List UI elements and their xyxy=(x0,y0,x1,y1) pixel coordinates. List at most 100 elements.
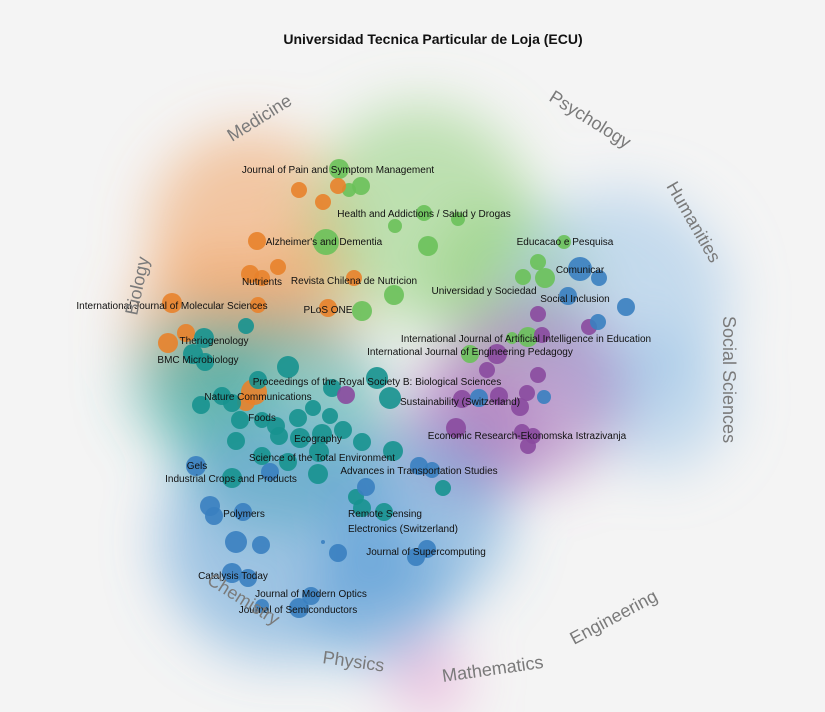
data-point-social[interactable] xyxy=(534,327,550,343)
data-point-social[interactable] xyxy=(530,306,546,322)
data-point-social[interactable] xyxy=(530,367,546,383)
data-point-social[interactable] xyxy=(446,418,466,438)
data-point-health[interactable] xyxy=(557,235,571,249)
data-point-health[interactable] xyxy=(506,332,518,344)
data-point-life[interactable] xyxy=(253,447,271,465)
data-point-life[interactable] xyxy=(322,408,338,424)
data-point-social[interactable] xyxy=(487,344,507,364)
chart-title: Universidad Tecnica Particular de Loja (… xyxy=(283,31,582,47)
data-point-physical[interactable] xyxy=(186,456,206,476)
data-point-life[interactable] xyxy=(277,356,299,378)
data-point-life[interactable] xyxy=(312,424,332,444)
data-point-health[interactable] xyxy=(329,159,349,179)
data-point-life[interactable] xyxy=(375,503,393,521)
data-point-health[interactable] xyxy=(352,301,372,321)
data-point-life[interactable] xyxy=(383,441,403,461)
data-point-physical[interactable] xyxy=(261,463,279,481)
data-point-life[interactable] xyxy=(309,442,329,462)
data-point-life[interactable] xyxy=(379,387,401,409)
data-point-life[interactable] xyxy=(227,432,245,450)
data-point-life[interactable] xyxy=(353,499,371,517)
data-point-social[interactable] xyxy=(519,385,535,401)
data-point-life[interactable] xyxy=(366,367,388,389)
data-point-social[interactable] xyxy=(511,398,529,416)
data-point-social[interactable] xyxy=(520,438,536,454)
data-point-life[interactable] xyxy=(305,400,321,416)
data-point-physical[interactable] xyxy=(537,390,551,404)
data-point-social[interactable] xyxy=(479,362,495,378)
data-point-physical[interactable] xyxy=(225,531,247,553)
data-point-physical[interactable] xyxy=(302,587,320,605)
data-point-physical[interactable] xyxy=(239,569,257,587)
data-point-life[interactable] xyxy=(435,480,451,496)
data-point-social[interactable] xyxy=(337,386,355,404)
data-point-medicine[interactable] xyxy=(237,393,255,411)
data-point-physical[interactable] xyxy=(252,536,270,554)
data-point-life[interactable] xyxy=(323,379,341,397)
data-point-life[interactable] xyxy=(238,318,254,334)
data-point-physical[interactable] xyxy=(321,540,325,544)
data-point-social[interactable] xyxy=(490,387,508,405)
data-point-physical[interactable] xyxy=(357,478,375,496)
data-point-life[interactable] xyxy=(290,428,310,448)
data-point-physical[interactable] xyxy=(590,314,606,330)
data-point-physical[interactable] xyxy=(234,503,252,521)
data-point-medicine[interactable] xyxy=(319,299,337,317)
data-point-health[interactable] xyxy=(416,205,432,221)
data-point-life[interactable] xyxy=(353,433,371,451)
data-point-medicine[interactable] xyxy=(254,270,270,286)
density-blob-humanities xyxy=(590,330,730,470)
data-point-medicine[interactable] xyxy=(315,194,331,210)
data-point-health[interactable] xyxy=(530,254,546,270)
data-point-life[interactable] xyxy=(270,427,288,445)
data-point-health[interactable] xyxy=(461,345,479,363)
data-point-life[interactable] xyxy=(254,412,270,428)
data-point-medicine[interactable] xyxy=(158,333,178,353)
journal-label: Health and Addictions / Salud y Drogas xyxy=(337,209,510,220)
data-point-physical[interactable] xyxy=(568,257,592,281)
data-point-medicine[interactable] xyxy=(270,259,286,275)
data-point-health[interactable] xyxy=(384,285,404,305)
data-point-physical[interactable] xyxy=(329,544,347,562)
data-point-medicine[interactable] xyxy=(291,182,307,198)
data-point-medicine[interactable] xyxy=(162,293,182,313)
data-point-physical[interactable] xyxy=(205,507,223,525)
data-point-social[interactable] xyxy=(453,390,471,408)
journal-label: Journal of Supercomputing xyxy=(366,547,486,558)
data-point-life[interactable] xyxy=(222,468,242,488)
data-point-health[interactable] xyxy=(518,327,538,347)
data-point-health[interactable] xyxy=(418,236,438,256)
data-point-physical[interactable] xyxy=(418,540,436,558)
data-point-medicine[interactable] xyxy=(250,297,266,313)
data-point-physical[interactable] xyxy=(289,598,309,618)
data-point-life[interactable] xyxy=(194,328,214,348)
data-point-life[interactable] xyxy=(192,396,210,414)
data-point-health[interactable] xyxy=(515,269,531,285)
data-point-life[interactable] xyxy=(279,453,297,471)
data-point-physical[interactable] xyxy=(424,462,440,478)
data-point-life[interactable] xyxy=(249,371,267,389)
data-point-physical[interactable] xyxy=(559,287,577,305)
data-point-health[interactable] xyxy=(313,229,339,255)
data-point-life[interactable] xyxy=(308,464,328,484)
data-point-medicine[interactable] xyxy=(248,232,266,250)
data-point-life[interactable] xyxy=(289,409,307,427)
data-point-medicine[interactable] xyxy=(330,178,346,194)
data-point-physical[interactable] xyxy=(591,270,607,286)
data-point-medicine[interactable] xyxy=(346,270,362,286)
data-point-life[interactable] xyxy=(231,411,249,429)
data-point-physical[interactable] xyxy=(410,457,428,475)
data-point-medicine[interactable] xyxy=(177,324,195,342)
data-point-life[interactable] xyxy=(223,394,241,412)
data-point-health[interactable] xyxy=(535,268,555,288)
data-point-physical[interactable] xyxy=(470,389,488,407)
data-point-physical[interactable] xyxy=(255,599,269,613)
data-point-health[interactable] xyxy=(451,212,465,226)
data-point-physical[interactable] xyxy=(617,298,635,316)
data-point-life[interactable] xyxy=(334,421,352,439)
data-point-life[interactable] xyxy=(196,353,214,371)
data-point-physical[interactable] xyxy=(222,563,242,583)
data-point-health[interactable] xyxy=(352,177,370,195)
data-point-health[interactable] xyxy=(388,219,402,233)
field-label-engineering: Engineering xyxy=(566,586,660,649)
